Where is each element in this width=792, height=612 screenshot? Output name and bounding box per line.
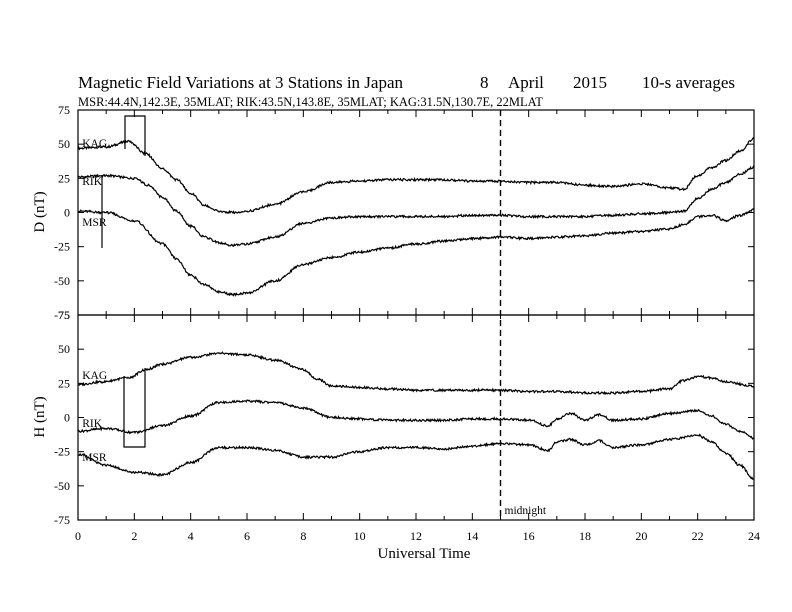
- panel-d-offset-bracket: [124, 115, 146, 156]
- x-tick-label: 0: [75, 529, 81, 543]
- y-tick-label: 75: [58, 308, 70, 322]
- series-line-rik: [77, 399, 754, 440]
- series-line-msr: [77, 208, 755, 297]
- series-line-rik: [77, 165, 755, 247]
- figure-month: April: [508, 73, 544, 92]
- x-tick-label: 24: [748, 529, 760, 543]
- x-axis-label: Universal Time: [378, 546, 471, 562]
- figure-year: 2015: [573, 73, 607, 92]
- y-tick-label: 75: [58, 103, 70, 117]
- station-label-rik: RIK: [82, 418, 103, 430]
- y-tick-label: -75: [54, 513, 70, 527]
- panel-h-ticks: 75 50 25 0 -25 -50 -75: [54, 308, 755, 527]
- x-tick-label: 14: [466, 529, 478, 543]
- panel-h-series: [77, 351, 755, 480]
- panel-d-ticks: 75 50 25 0 -25 -50 -75: [54, 103, 755, 322]
- x-tick-label: 22: [692, 529, 704, 543]
- station-label-kag: KAG: [82, 138, 107, 150]
- y-tick-label: -50: [54, 479, 70, 493]
- y-tick-label: 50: [58, 342, 70, 356]
- stations-info: MSR:44.4N,142.3E, 35MLAT; RIK:43.5N,143.…: [78, 95, 543, 109]
- station-label-rik: RIK: [82, 176, 103, 188]
- y-tick-label: 0: [64, 206, 70, 220]
- station-label-msr: MSR: [82, 217, 107, 229]
- y-tick-label: 50: [58, 137, 70, 151]
- x-axis-ticks: 0 2 4 6 8 10 12 14 16 18 20 22 24: [75, 529, 760, 543]
- panel-d-ylabel: D (nT): [32, 191, 48, 232]
- station-label-msr: MSR: [82, 452, 107, 464]
- series-line-msr: [77, 433, 755, 480]
- panel-d-series: [77, 136, 755, 297]
- panel-h: 75 50 25 0 -25 -50 -75 KAG RIK MSR H (nT): [32, 308, 755, 527]
- x-tick-label: 8: [300, 529, 306, 543]
- figure-day: 8: [480, 73, 489, 92]
- y-tick-label: 25: [58, 171, 70, 185]
- panel-d: 75 50 25 0 -25 -50 -75 KAG RIK MSR D (nT): [32, 103, 755, 322]
- figure-header: Magnetic Field Variations at 3 Stations …: [78, 73, 735, 109]
- y-tick-label: -25: [54, 445, 70, 459]
- x-tick-label: 4: [188, 529, 194, 543]
- x-tick-label: 2: [131, 529, 137, 543]
- figure-title: Magnetic Field Variations at 3 Stations …: [78, 73, 404, 92]
- station-label-kag: KAG: [82, 370, 107, 382]
- x-tick-label: 12: [410, 529, 422, 543]
- series-line-kag: [77, 351, 755, 396]
- panel-d-station-labels: KAG RIK MSR: [82, 138, 107, 229]
- x-tick-label: 6: [244, 529, 250, 543]
- y-tick-label: -75: [54, 308, 70, 322]
- series-line-kag: [77, 136, 755, 215]
- x-tick-label: 20: [635, 529, 647, 543]
- panel-h-ylabel: H (nT): [32, 396, 48, 437]
- panel-h-offset-bracket: [123, 368, 146, 448]
- x-tick-label: 16: [523, 529, 535, 543]
- y-tick-label: 0: [64, 411, 70, 425]
- y-tick-label: -25: [54, 240, 70, 254]
- y-tick-label: -50: [54, 274, 70, 288]
- midnight-label: midnight: [505, 505, 547, 517]
- x-tick-label: 18: [579, 529, 591, 543]
- x-tick-label: 10: [354, 529, 366, 543]
- panel-h-station-labels: KAG RIK MSR: [82, 370, 107, 464]
- figure-averaging: 10-s averages: [642, 73, 735, 92]
- y-tick-label: 25: [58, 376, 70, 390]
